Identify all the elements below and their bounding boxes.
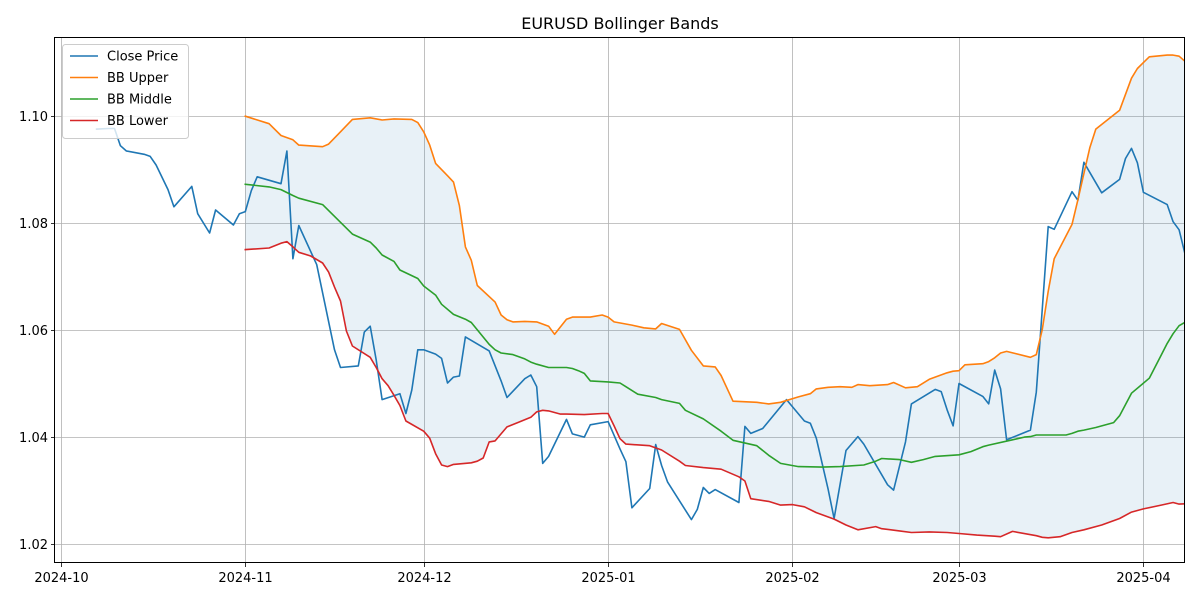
bollinger-band-fill bbox=[245, 55, 1185, 538]
chart-title: EURUSD Bollinger Bands bbox=[521, 14, 719, 33]
x-axis: 2024-10 2024-11 2024-12 2025-01 2025-02 2025-… bbox=[34, 563, 1171, 586]
y-axis: 1.02 1.04 1.06 1.08 1.10 bbox=[19, 110, 55, 553]
x-tick-label: 2025-03 bbox=[932, 571, 986, 586]
legend-label-close-price: Close Price bbox=[107, 50, 178, 65]
x-tick-label: 2025-04 bbox=[1116, 571, 1170, 586]
y-tick-label: 1.04 bbox=[19, 431, 48, 446]
legend-box bbox=[62, 44, 189, 139]
x-tick-label: 2024-12 bbox=[397, 571, 451, 586]
series-layer bbox=[95, 54, 1185, 539]
legend-label-bb-upper: BB Upper bbox=[107, 71, 169, 86]
legend-label-bb-middle: BB Middle bbox=[107, 93, 172, 108]
y-tick-label: 1.02 bbox=[19, 538, 48, 553]
legend-label-bb-lower: BB Lower bbox=[107, 114, 169, 129]
x-tick-label: 2025-02 bbox=[765, 571, 819, 586]
legend: Close Price BB Upper BB Middle BB Lower bbox=[62, 44, 189, 139]
y-tick-label: 1.10 bbox=[19, 110, 48, 125]
bb-lower-line bbox=[244, 240, 1185, 539]
bb-middle-line bbox=[244, 183, 1185, 468]
plot-frame bbox=[54, 37, 1185, 563]
close-price-line bbox=[95, 127, 1185, 521]
y-tick-label: 1.08 bbox=[19, 217, 48, 232]
x-tick-label: 2024-11 bbox=[218, 571, 272, 586]
y-tick-label: 1.06 bbox=[19, 324, 48, 339]
x-tick-label: 2025-01 bbox=[581, 571, 635, 586]
band-fill-layer bbox=[245, 55, 1185, 538]
bb-upper-line bbox=[244, 54, 1185, 405]
x-tick-label: 2024-10 bbox=[34, 571, 88, 586]
